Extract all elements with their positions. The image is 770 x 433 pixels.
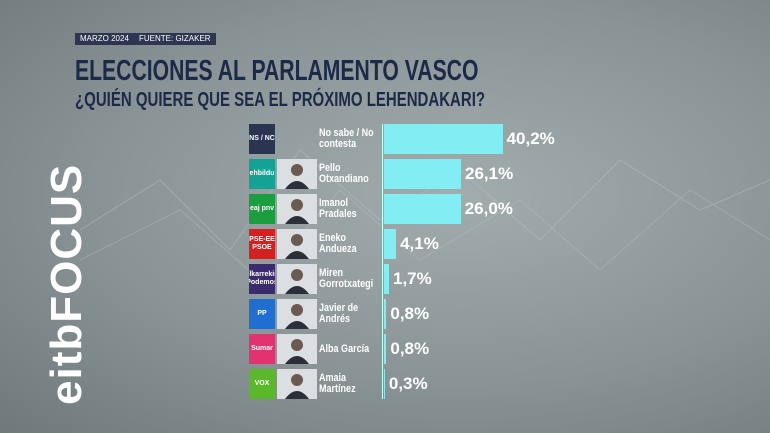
axis-line (382, 124, 383, 399)
candidate-name: Miren Gorrotxategi (319, 267, 374, 290)
bar (384, 159, 461, 189)
bar (384, 229, 397, 259)
bar (384, 299, 387, 329)
party-logo: ehbildu (249, 159, 275, 189)
silhouette (285, 199, 309, 224)
silhouette (285, 304, 309, 329)
silhouette (285, 234, 309, 259)
bar (384, 124, 503, 154)
candidate-name: Alba García (319, 342, 370, 355)
bar (384, 264, 389, 294)
silhouette (285, 164, 309, 189)
candidate-photo (277, 229, 317, 259)
value-label: 26,1% (464, 164, 514, 183)
value-label: 0,8% (390, 304, 430, 323)
value-label: 26,0% (464, 199, 513, 218)
candidate-photo (277, 264, 317, 294)
silhouette (285, 339, 309, 364)
value-label: 0,3% (388, 374, 428, 393)
value-label: 4,1% (400, 234, 439, 253)
party-logo: PSE-EE PSOE (249, 229, 275, 259)
chart-title: ELECCIONES AL PARLAMENTO VASCO (75, 55, 479, 87)
candidate-photo (277, 334, 317, 364)
party-logo: VOX (249, 369, 275, 399)
candidate-name: Amaia Martínez (319, 372, 356, 395)
silhouette (285, 269, 309, 294)
party-logo: elkarrekin Podemos (249, 264, 275, 294)
party-logo: Sumar (249, 334, 275, 364)
source-tag: FUENTE: GIZAKER (134, 33, 216, 45)
candidate-name: No sabe / No contesta (319, 127, 374, 150)
channel-logo: eitbFOCUS (42, 163, 91, 405)
chart-subtitle: ¿QUIÉN QUIERE QUE SEA EL PRÓXIMO LEHENDA… (75, 89, 486, 111)
candidate-photo (277, 194, 317, 224)
candidate-photo (277, 159, 317, 189)
value-label: 40,2% (506, 129, 555, 148)
party-logo: eaj pnv (249, 194, 275, 224)
candidate-name: Javier de Andrés (319, 302, 359, 325)
date-tag: MARZO 2024 (75, 33, 134, 45)
candidate-photo (277, 299, 317, 329)
silhouette (285, 374, 309, 399)
candidate-name: Imanol Pradales (319, 197, 357, 220)
value-label: 0,8% (390, 339, 430, 358)
bar (384, 334, 387, 364)
candidate-name: Pello Otxandiano (319, 162, 369, 185)
candidate-photo (277, 369, 317, 399)
bar (384, 194, 461, 224)
party-logo: NS / NC (249, 124, 275, 154)
party-logo: PP (249, 299, 275, 329)
candidate-name: Eneko Andueza (319, 232, 357, 255)
bar (384, 369, 385, 399)
value-label: 1,7% (393, 269, 432, 288)
